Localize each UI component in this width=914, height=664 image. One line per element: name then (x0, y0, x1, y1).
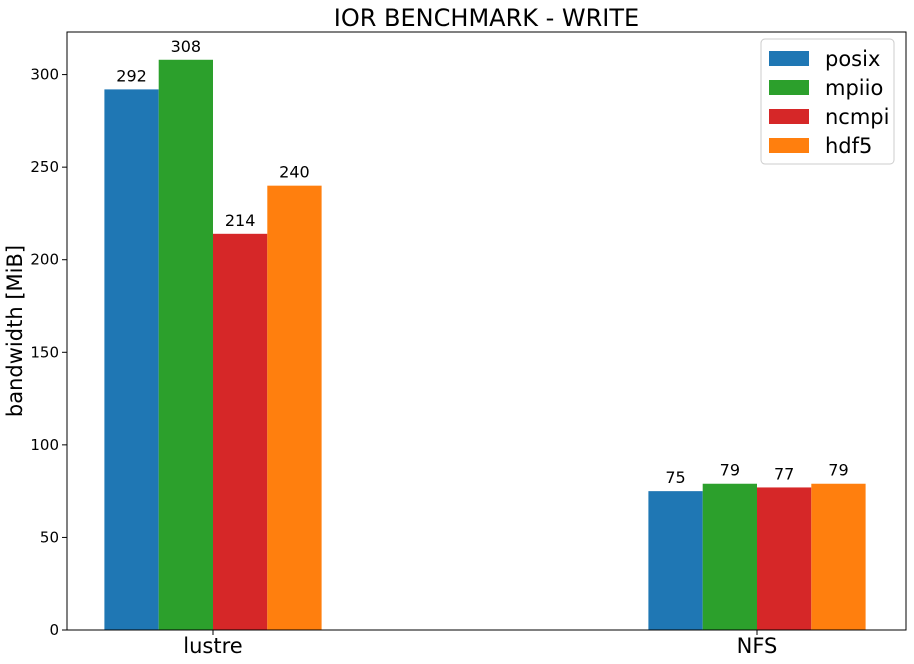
y-tick-label: 50 (40, 528, 59, 546)
legend-label-ncmpi: ncmpi (825, 105, 889, 129)
data-label-mpiio-NFS: 79 (720, 461, 740, 480)
y-axis-ticks: 0 50 100 150 200 250 300 (30, 66, 67, 639)
y-axis-label: bandwidth [MiB] (3, 245, 27, 417)
chart-title: IOR BENCHMARK - WRITE (334, 4, 639, 32)
bar-mpiio-lustre (158, 59, 213, 631)
x-tick-label-lustre: lustre (183, 634, 242, 658)
y-tick-label: 150 (30, 343, 59, 361)
data-label-hdf5-lustre: 240 (279, 163, 310, 182)
legend-swatch-hdf5 (769, 138, 809, 153)
bar-hdf5-lustre (267, 185, 322, 630)
legend-swatch-mpiio (769, 80, 809, 95)
legend-swatch-posix (769, 51, 809, 66)
data-label-hdf5-NFS: 79 (828, 461, 848, 480)
legend-label-posix: posix (825, 47, 880, 71)
data-label-ncmpi-NFS: 77 (774, 464, 794, 483)
data-labels: 292 308 214 240 75 79 77 79 (116, 37, 848, 487)
plot-frame (66, 31, 907, 631)
legend-box (760, 38, 895, 165)
y-tick-label: 200 (30, 251, 59, 269)
legend-label-hdf5: hdf5 (825, 134, 872, 158)
data-label-ncmpi-lustre: 214 (225, 211, 256, 230)
data-label-posix-NFS: 75 (665, 468, 685, 487)
data-label-mpiio-lustre: 308 (171, 37, 202, 56)
x-tick-label-nfs: NFS (737, 634, 778, 658)
y-tick-label: 250 (30, 158, 59, 176)
y-tick-label: 100 (30, 436, 59, 454)
bar-mpiio-NFS (702, 483, 757, 630)
bar-posix-lustre (104, 89, 159, 630)
y-tick-label: 300 (30, 66, 59, 84)
x-axis-ticks: lustre NFS (183, 630, 777, 658)
bar-ncmpi-lustre (213, 233, 268, 630)
legend-label-mpiio: mpiio (825, 76, 883, 100)
data-label-posix-lustre: 292 (116, 66, 147, 85)
bar-hdf5-NFS (811, 483, 866, 630)
y-tick-label: 0 (49, 621, 59, 639)
legend-swatch-ncmpi (769, 109, 809, 124)
bars (104, 59, 866, 631)
bar-posix-NFS (648, 491, 703, 630)
bar-ncmpi-NFS (757, 487, 812, 630)
legend: posix mpiio ncmpi hdf5 (760, 38, 895, 165)
